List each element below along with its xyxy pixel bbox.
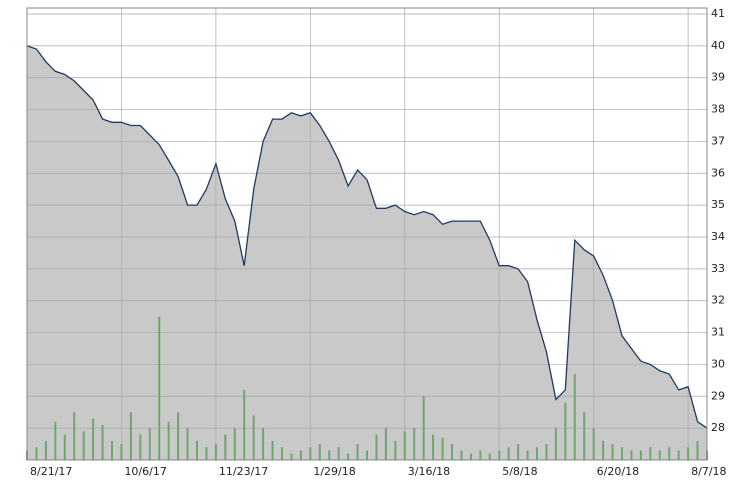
- volume-bar: [356, 444, 359, 460]
- volume-bar: [602, 440, 605, 460]
- volume-bar: [309, 447, 312, 460]
- volume-bar: [554, 428, 557, 460]
- y-tick-label: 35: [711, 198, 725, 211]
- volume-bar: [432, 434, 435, 460]
- volume-bar: [668, 447, 671, 460]
- x-tick-label: 8/21/17: [30, 465, 72, 478]
- volume-bar: [262, 428, 265, 460]
- volume-bar: [92, 418, 95, 460]
- volume-bar: [507, 447, 510, 460]
- x-tick-label: 11/23/17: [219, 465, 268, 478]
- volume-bar: [479, 450, 482, 460]
- x-tick-label: 5/8/18: [502, 465, 537, 478]
- volume-bar: [536, 447, 538, 460]
- volume-bar: [111, 440, 113, 460]
- y-tick-label: 32: [711, 294, 725, 307]
- volume-bar: [677, 450, 680, 460]
- volume-bar: [120, 444, 123, 460]
- volume-bar: [177, 412, 180, 460]
- volume-bar: [82, 431, 85, 460]
- volume-bar: [337, 447, 340, 460]
- volume-bar: [73, 412, 76, 460]
- volume-bar: [224, 434, 227, 460]
- y-tick-label: 31: [711, 326, 725, 339]
- volume-bar: [205, 447, 208, 460]
- volume-bar: [592, 428, 595, 460]
- volume-bar: [413, 428, 416, 460]
- y-tick-label: 33: [711, 262, 725, 275]
- x-tick-label: 10/6/17: [124, 465, 166, 478]
- volume-bar: [129, 412, 132, 460]
- volume-bar: [281, 447, 283, 460]
- x-tick-label: 8/7/18: [691, 465, 726, 478]
- volume-bar: [469, 453, 472, 460]
- volume-bar: [573, 373, 576, 460]
- price-line: [26, 45, 708, 429]
- volume-bar: [233, 428, 236, 460]
- y-tick-label: 40: [711, 39, 725, 52]
- volume-bar: [299, 450, 302, 460]
- y-tick-label: 28: [711, 421, 725, 434]
- y-tick-label: 34: [711, 230, 725, 243]
- volume-bar: [243, 389, 246, 460]
- volume-bar: [639, 450, 642, 460]
- volume-bar: [394, 440, 397, 460]
- volume-bar: [658, 450, 661, 460]
- x-tick-label: 6/20/18: [597, 465, 639, 478]
- x-tick-label: 1/29/18: [313, 465, 355, 478]
- volume-bar: [611, 444, 614, 460]
- volume-bar: [687, 447, 690, 460]
- volume-bar: [696, 440, 699, 460]
- volume-bar: [35, 447, 38, 460]
- volume-bar: [186, 428, 189, 460]
- volume-bar: [366, 450, 368, 460]
- volume-bar: [54, 421, 57, 460]
- volume-bar: [252, 415, 255, 460]
- volume-bar: [347, 453, 350, 460]
- volume-bar: [148, 428, 151, 460]
- volume-bar: [403, 431, 406, 460]
- plot-frame: [26, 7, 708, 461]
- volume-bar: [630, 450, 633, 460]
- y-tick-label: 37: [711, 134, 725, 147]
- volume-bar: [441, 437, 444, 460]
- volume-bar: [196, 440, 198, 460]
- volume-bar: [271, 440, 274, 460]
- y-tick-label: 36: [711, 166, 725, 179]
- volume-bar: [621, 447, 623, 460]
- area-fill: [27, 45, 707, 461]
- volume-bar: [63, 434, 66, 460]
- y-tick-label: 39: [711, 71, 725, 84]
- y-tick-label: 29: [711, 389, 725, 402]
- volume-bar: [526, 450, 529, 460]
- y-tick-label: 38: [711, 103, 725, 116]
- volume-bar: [290, 453, 293, 460]
- y-tick-label: 41: [711, 7, 725, 20]
- volume-bar: [44, 440, 47, 460]
- volume-bar: [384, 428, 387, 460]
- volume-bar: [139, 434, 142, 460]
- x-tick-label: 3/16/18: [408, 465, 450, 478]
- volume-bar: [375, 434, 378, 460]
- volume-bar: [328, 450, 331, 460]
- volume-bar: [649, 447, 652, 460]
- volume-bar: [583, 412, 586, 460]
- volume-bar: [451, 444, 453, 460]
- volume-bar: [498, 450, 501, 460]
- y-tick-label: 30: [711, 357, 725, 370]
- volume-bar: [158, 316, 161, 460]
- volume-bar: [167, 421, 170, 460]
- volume-bar: [422, 396, 425, 460]
- volume-bar: [101, 424, 104, 460]
- volume-bar: [517, 444, 520, 460]
- volume-bar: [488, 453, 491, 460]
- volume-bar: [545, 444, 548, 460]
- volume-bar: [564, 402, 567, 460]
- volume-bar: [318, 444, 321, 460]
- volume-bar: [460, 450, 463, 460]
- volume-bar: [214, 444, 217, 460]
